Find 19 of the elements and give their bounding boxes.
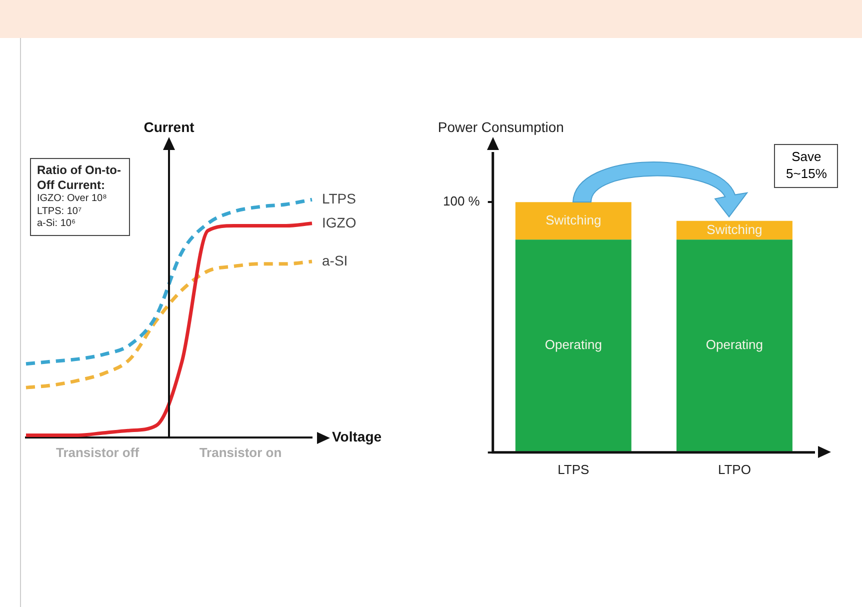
- text: Switching: [546, 212, 602, 228]
- series-label: IGZO: [322, 214, 356, 230]
- series-label: LTPS: [322, 190, 356, 206]
- annotation: LTPS: 10⁷: [37, 206, 83, 218]
- x-tick-label: LTPO: [718, 462, 751, 477]
- text: Operating: [706, 337, 764, 352]
- annotation: IGZO: Over 10⁸: [37, 193, 108, 206]
- series-label: a-SI: [322, 252, 348, 268]
- text: Ratio of On-to-Off Current:: [37, 163, 122, 193]
- series-label: Operating: [544, 337, 602, 352]
- y-axis-title: Power Consumption: [438, 118, 564, 135]
- y-tick-label: 100 %: [442, 194, 480, 209]
- annotation: a-Si: 10⁶: [37, 218, 77, 230]
- text: Transistor off: [56, 445, 140, 460]
- series-label: Switching: [706, 222, 762, 237]
- y-axis-title: Current: [144, 118, 195, 135]
- text: Transistor on: [199, 445, 282, 460]
- x-axis-title: Voltage: [332, 428, 382, 444]
- annotation: Save 5~15%: [774, 144, 838, 188]
